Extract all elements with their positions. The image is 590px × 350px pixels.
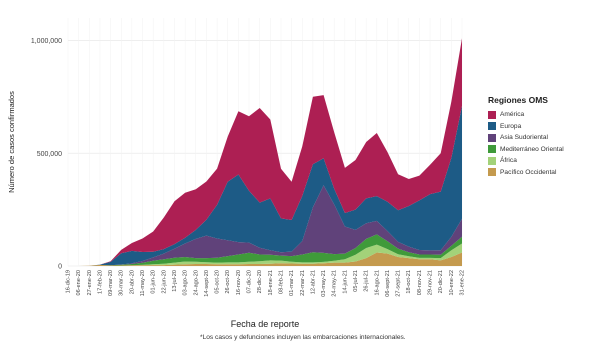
y-axis-title: Número de casos confirmados [7, 91, 16, 193]
legend-label: África [500, 157, 517, 165]
x-tick-label-28: 26-jul-21 [364, 270, 370, 292]
legend-item: América [488, 109, 588, 120]
legend-swatch [488, 133, 496, 142]
area-series-3 [68, 185, 462, 266]
x-tick-label-34: 29-nov-21 [428, 270, 434, 295]
x-tick-label-20: 08-feb-21 [278, 270, 284, 294]
legend-label: América [500, 111, 525, 118]
x-tick-label-5: 30-mar-20 [119, 270, 125, 296]
x-tick-label-10: 13-jul-20 [172, 270, 178, 292]
x-tick-label-33: 08-nov-21 [417, 270, 423, 295]
x-tick-label-17: 07-dic-20 [247, 270, 253, 293]
legend-label: Europa [500, 122, 522, 130]
x-tick-label-1: 06-ene-20 [76, 270, 82, 296]
x-tick-label-31: 27-sept-21 [396, 270, 402, 297]
x-tick-label-35: 20-dic-21 [438, 270, 444, 293]
x-tick-label-19: 18-ene-21 [268, 270, 274, 296]
x-tick-label-24: 03-may-21 [321, 270, 327, 297]
x-tick-label-4: 09-mar-20 [108, 270, 114, 296]
legend-title: Regiones OMS [488, 95, 548, 105]
x-tick-label-2: 27-ene-20 [87, 270, 93, 296]
x-tick-label-6: 20-abr-20 [129, 270, 135, 294]
x-tick-label-22: 22-mar-21 [300, 270, 306, 296]
x-tick-label-16: 16-nov-20 [236, 270, 242, 295]
legend-item: África [488, 155, 588, 166]
x-tick-label-3: 17-feb-20 [97, 270, 103, 294]
x-tick-label-26: 14-jun-21 [342, 270, 348, 294]
x-tick-label-13: 14-sept-20 [204, 270, 210, 297]
area-series-1 [68, 243, 462, 266]
y-tick-label-0: 0 [58, 264, 62, 271]
x-tick-label-27: 05-jul-21 [353, 270, 359, 292]
x-axis-title: Fecha de reporte [231, 319, 300, 329]
legend: Regiones OMS América Europa Asia Sudorient… [488, 95, 588, 179]
legend-swatch [488, 122, 496, 131]
legend-swatch [488, 145, 496, 154]
x-tick-label-36: 10-ene-22 [449, 270, 455, 296]
x-tick-label-37: 31-ene-22 [459, 270, 465, 296]
y-tick-label-1: 500,000 [37, 151, 62, 158]
x-tick-label-30: 06-sept-21 [385, 270, 391, 297]
area-series-2 [68, 234, 462, 266]
y-tick-label-2: 1,000,000 [31, 38, 62, 45]
x-tick-label-0: 16-dic-19 [65, 270, 71, 293]
legend-swatch [488, 110, 496, 119]
x-tick-label-14: 05-oct-20 [215, 270, 221, 294]
x-tick-label-18: 28-dic-20 [257, 270, 263, 293]
legend-item: Pacífico Occidental [488, 167, 588, 178]
x-tick-label-12: 24-ago-20 [193, 270, 199, 296]
legend-swatch [488, 168, 496, 177]
x-tick-label-21: 01-mar-21 [289, 270, 295, 296]
x-tick-label-9: 22-jun-20 [161, 270, 167, 294]
area-series-0 [68, 252, 462, 266]
area-series-5 [68, 38, 462, 266]
legend-label: Asia Sudoriental [500, 134, 549, 142]
x-tick-label-23: 12-abr-21 [310, 270, 316, 294]
legend-swatch [488, 156, 496, 165]
x-tick-label-25: 24-may-21 [332, 270, 338, 297]
x-tick-label-7: 11-may-20 [140, 270, 146, 296]
legend-label: Mediterráneo Oriental [500, 145, 564, 153]
legend-label: Pacífico Occidental [500, 168, 557, 176]
legend-items: América Europa Asia Sudoriental Mediterráne… [488, 109, 588, 178]
legend-item: Asia Sudoriental [488, 132, 588, 143]
area-series-4 [68, 105, 462, 267]
x-tick-label-8: 01-jun-20 [151, 270, 157, 294]
x-tick-label-15: 26-oct-20 [225, 270, 231, 294]
x-tick-label-11: 03-ago-20 [183, 270, 189, 296]
legend-item: Mediterráneo Oriental [488, 144, 588, 155]
x-tick-label-32: 18-oct-21 [406, 270, 412, 294]
x-tick-label-29: 16-ago-21 [374, 270, 380, 296]
footnote: *Los casos y defunciones incluyen las em… [200, 334, 406, 341]
legend-item: Europa [488, 121, 588, 132]
